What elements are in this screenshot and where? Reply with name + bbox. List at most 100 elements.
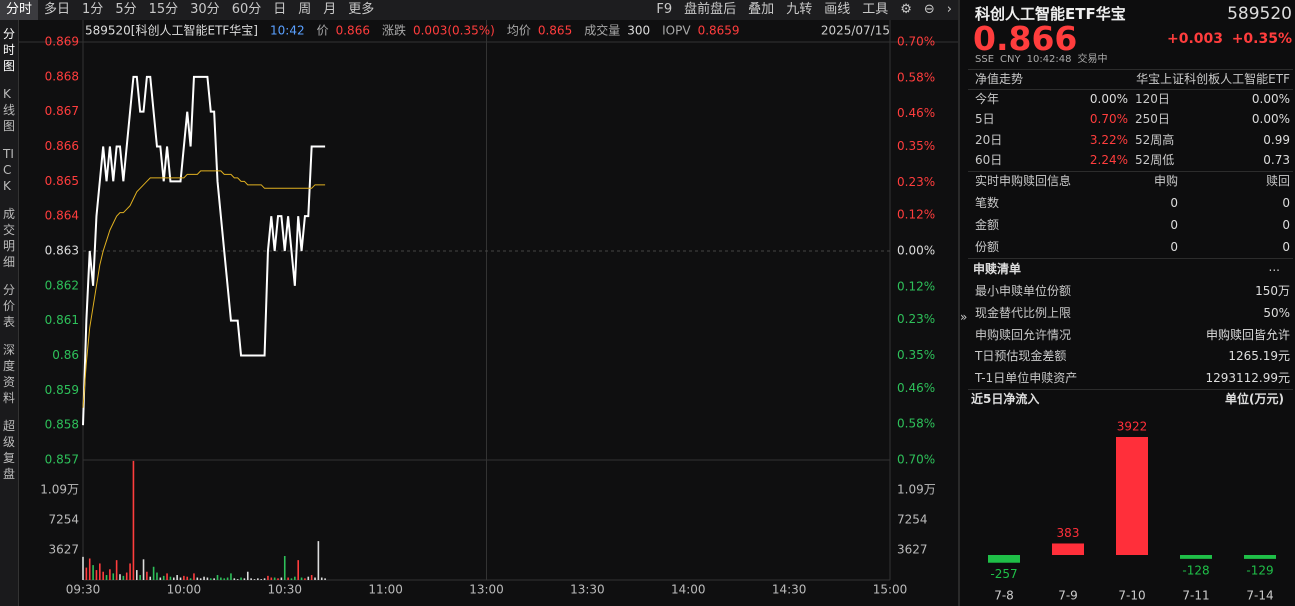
volume-bar (233, 578, 236, 580)
volume-bar (152, 566, 155, 580)
flow-bar (988, 555, 1020, 563)
volume-bar (88, 558, 91, 580)
y2-tick-label: 0.23% (897, 312, 935, 326)
volume-bar (189, 578, 192, 580)
volume-bar (287, 577, 289, 580)
return-label: 52周低 (1135, 152, 1175, 167)
panel-code: 589520 (1227, 4, 1292, 24)
icon-button[interactable]: › (946, 2, 952, 17)
volume-bar (159, 577, 162, 580)
tab[interactable]: 5分 (115, 2, 137, 17)
tool-button[interactable]: 叠加 (748, 2, 775, 17)
y-tick-label: 0.858 (45, 418, 79, 432)
flow-category: 7-9 (1058, 589, 1078, 603)
collapse-toggle[interactable]: » (960, 310, 968, 324)
tab[interactable]: 60分 (231, 2, 262, 17)
volume-bar (122, 575, 125, 580)
volume-bar (280, 577, 283, 580)
volume-bar (206, 577, 209, 580)
header-iopv-label: IOPV (662, 24, 691, 38)
tool-button[interactable]: 画线 (824, 2, 851, 17)
tab[interactable]: 月 (323, 2, 337, 17)
header-volume-label: 成交量 (584, 23, 620, 38)
volume-bar (216, 575, 219, 580)
tab[interactable]: 30分 (190, 2, 220, 17)
side-tab[interactable]: 分价表 (3, 283, 16, 329)
volume-bar (257, 578, 259, 580)
tab[interactable]: 周 (298, 2, 312, 17)
tool-button[interactable]: 九转 (786, 2, 813, 17)
volume-bar (136, 570, 138, 580)
volume-bar (253, 579, 256, 580)
volume-bar (129, 563, 131, 580)
volume-bar (146, 571, 148, 580)
volume-bar (85, 567, 88, 580)
return-label: 60日 (975, 152, 1003, 167)
volume-bar (246, 571, 249, 580)
index-name: 华宝上证科创板人工智能ETF (1136, 72, 1290, 86)
net-inflow-chart: -257 7-8 383 7-9 3922 7-10 -128 7-11 -129 7-14 (988, 420, 1276, 603)
tab[interactable]: 日 (273, 2, 287, 17)
tool-button[interactable]: 工具 (862, 2, 889, 17)
y-tick-label: 0.868 (45, 69, 79, 83)
side-tab[interactable]: 超级复盘 (3, 419, 16, 481)
side-tab[interactable]: K线图 (3, 87, 16, 133)
list-label: T-1日单位申赎资产 (975, 371, 1078, 386)
volume-bar (304, 578, 306, 580)
sr-title: 实时申购赎回信息 (975, 174, 1072, 188)
intraday-chart: 589520[科创人工智能ETF华宝] 10:42 价 0.866 涨跌 0.003(0.… (19, 20, 958, 597)
x-tick-label: 11:00 (368, 583, 403, 597)
list-value: 50% (1263, 305, 1290, 320)
list-label: T日预估现金差额 (975, 349, 1067, 364)
side-tab[interactable]: 成交明细 (3, 207, 16, 269)
flow-category: 7-14 (1246, 589, 1273, 603)
volume-bar (186, 576, 189, 580)
tab[interactable]: 分时 (0, 0, 39, 20)
flow-title: 近5日净流入 (971, 392, 1040, 406)
tab[interactable]: 更多 (348, 2, 375, 17)
volume-bar (324, 578, 326, 580)
side-tab[interactable]: 分时图 (3, 27, 16, 73)
sr-label: 金额 (975, 218, 1000, 232)
x-tick-label: 14:30 (772, 583, 807, 597)
return-value: 0.00% (1089, 92, 1128, 106)
icon-button[interactable]: ⊖ (923, 2, 935, 17)
sr-value: 0 (1170, 196, 1178, 210)
side-tab[interactable]: 深度资料 (3, 343, 16, 405)
volume-bar (290, 578, 293, 580)
volume-tick-label: 3627 (48, 543, 79, 557)
tab[interactable]: 1分 (82, 2, 104, 17)
y-tick-label: 0.864 (45, 209, 79, 223)
y2-tick-label: 0.35% (897, 348, 935, 362)
panel-meta: 交易中 (1077, 54, 1108, 65)
side-tab[interactable]: TICK (3, 147, 14, 193)
flow-bar (1116, 437, 1148, 555)
volume-bar (203, 576, 205, 580)
y2-tick-label: 0.58% (897, 70, 935, 84)
tool-button[interactable]: 盘前盘后 (684, 2, 737, 17)
return-label: 120日 (1135, 92, 1170, 106)
return-label: 20日 (975, 132, 1003, 147)
volume-bar (294, 576, 296, 580)
volume-bar (260, 579, 263, 580)
header-change-label: 涨跌 (382, 23, 406, 38)
y-tick-label: 0.862 (45, 278, 79, 292)
header-price-label: 价 (317, 24, 329, 38)
volume-bar (317, 541, 320, 580)
panel-meta: SSE (975, 54, 995, 65)
volume-bar (162, 575, 165, 580)
y-tick-label: 0.859 (45, 383, 79, 397)
list-label: 最小申赎单位份额 (975, 284, 1072, 298)
volume-bar (119, 574, 121, 580)
toolbar: 分时 多日 1分 5分 15分 30分 60分日周月更多 F9 盘前盘后 叠加 九转 画线 工具 ⚙ ⊖ › (0, 0, 958, 20)
y2-tick-label: 0.70% (897, 453, 935, 467)
tool-button[interactable]: F9 (656, 2, 673, 17)
tab[interactable]: 15分 (148, 2, 179, 17)
flow-value-label: 3922 (1117, 420, 1148, 434)
tab[interactable]: 多日 (44, 2, 71, 17)
icon-button[interactable]: ⚙ (900, 2, 912, 17)
volume-bar (220, 577, 222, 580)
volume-bar (95, 570, 98, 580)
separator (968, 389, 1293, 390)
